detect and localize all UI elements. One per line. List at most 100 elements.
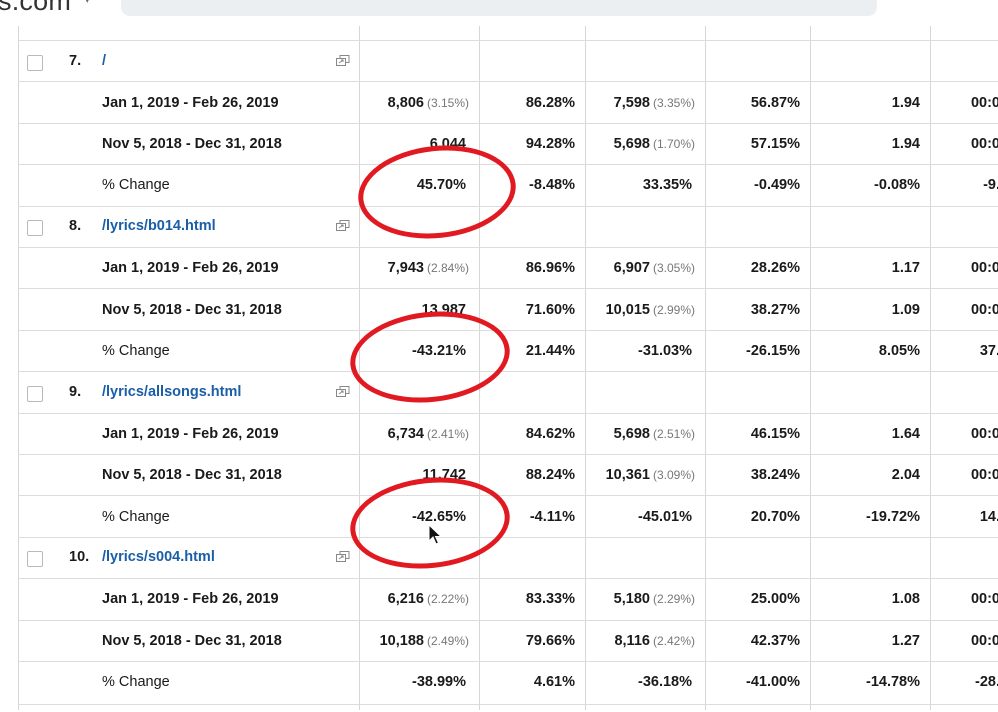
- checkbox-icon[interactable]: [27, 220, 43, 237]
- cell-value: 84.62%: [525, 425, 575, 442]
- row-label: % Change: [102, 177, 170, 194]
- rate-cell: 21.44%: [479, 331, 585, 371]
- cell-value: 20.70%: [750, 508, 800, 525]
- cell-value: 4.61%: [533, 674, 575, 691]
- duration-cell: 14.: [930, 496, 998, 536]
- pages-cell: -19.72%: [810, 496, 930, 536]
- pages-cell: 1.27: [810, 621, 930, 661]
- cell-share: (3.09%): [652, 468, 695, 483]
- rate-cell: 79.66%: [479, 621, 585, 661]
- rate-cell: 88.24%: [479, 455, 585, 495]
- search-bar[interactable]: [121, 0, 877, 16]
- pages-cell: 1.94: [810, 82, 930, 122]
- percent-cell: 28.26%: [705, 248, 810, 288]
- chevron-down-icon[interactable]: ▾: [84, 0, 91, 7]
- page-path-link[interactable]: /lyrics/b014.html: [102, 218, 216, 235]
- cell-value: 00:0: [970, 467, 998, 484]
- cell-value: -0.49%: [754, 177, 800, 194]
- cell-value: -28.: [975, 674, 998, 691]
- open-in-new-icon[interactable]: [336, 220, 350, 232]
- cell-value: 1.64: [891, 425, 920, 442]
- open-in-new-icon[interactable]: [336, 551, 350, 563]
- cell-value: 1.27: [891, 632, 920, 649]
- cell-share: (3.15%): [426, 95, 469, 110]
- cell-share: (2.99%): [652, 302, 695, 317]
- cell-value: 86.96%: [525, 260, 575, 277]
- cell-value: 00:0: [970, 94, 998, 111]
- cell-value: 8,116: [614, 632, 650, 649]
- cell-value: 28.26%: [750, 260, 800, 277]
- users-cell: 5,180 (2.29%): [585, 579, 705, 619]
- cell-value: -14.78%: [865, 674, 920, 691]
- cell-share: (2.41%): [426, 426, 469, 441]
- checkbox-icon[interactable]: [27, 385, 43, 402]
- open-in-new-icon[interactable]: [336, 385, 350, 398]
- cell-value: -42.65%: [411, 508, 466, 525]
- duration-cell: 00:0: [930, 124, 998, 164]
- pages-cell: -14.78%: [810, 662, 930, 702]
- cell-value: 13,987: [421, 301, 466, 318]
- cell-value: 21.44%: [525, 342, 575, 359]
- rate-cell: 71.60%: [479, 289, 585, 329]
- cell-value: 6,907: [613, 260, 650, 277]
- cell-value: 1.09: [891, 301, 920, 318]
- sessions-cell: 6,044: [359, 124, 479, 164]
- cell-value: 00:0: [970, 260, 998, 277]
- row-number: 8.: [69, 218, 82, 235]
- percent-cell: 57.15%: [705, 124, 810, 164]
- cell-value: -8.48%: [529, 177, 575, 194]
- percent-cell: 38.24%: [705, 455, 810, 495]
- sessions-cell: 13,987: [359, 289, 479, 329]
- duration-cell: 00:0: [930, 414, 998, 454]
- row-label: Jan 1, 2019 - Feb 26, 2019: [102, 260, 279, 277]
- duration-cell: 00:0: [930, 455, 998, 495]
- page-path-link[interactable]: /lyrics/allsongs.html: [102, 383, 242, 400]
- duration-cell: 00:0: [930, 82, 998, 122]
- analytics-comparison-table: 7. / Jan 1, 2019 - Feb 26, 2019 8,806 (3.15%…: [18, 26, 998, 710]
- percent-cell: 56.87%: [705, 82, 810, 122]
- rate-cell: 4.61%: [479, 662, 585, 702]
- duration-cell: 00:0: [930, 621, 998, 661]
- row-number: 10.: [69, 549, 90, 566]
- rate-cell: 83.33%: [479, 579, 585, 619]
- page-path-link[interactable]: /lyrics/s004.html: [102, 549, 215, 566]
- users-cell: 7,598 (3.35%): [585, 82, 705, 122]
- cell-value: 57.15%: [750, 135, 800, 152]
- cell-value: 5,698: [613, 135, 650, 152]
- cell-value: 1.94: [891, 135, 920, 152]
- users-cell: -45.01%: [585, 496, 705, 536]
- page-row: 8. /lyrics/b014.html: [18, 205, 998, 247]
- checkbox-icon[interactable]: [27, 551, 43, 568]
- pages-cell: 1.94: [810, 124, 930, 164]
- cell-value: 7,598: [613, 94, 650, 111]
- row-label: Nov 5, 2018 - Dec 31, 2018: [102, 632, 282, 649]
- open-in-new-icon[interactable]: [336, 54, 350, 67]
- rate-cell: 86.28%: [479, 82, 585, 122]
- cell-value: 1.94: [891, 94, 920, 111]
- cell-share: (1.70%): [652, 136, 695, 151]
- cell-value: 5,698: [613, 425, 650, 442]
- cell-value: 1.08: [891, 591, 920, 608]
- users-cell: -31.03%: [585, 331, 705, 371]
- pages-cell: 1.09: [810, 289, 930, 329]
- cell-value: 86.28%: [525, 94, 575, 111]
- cell-share: (2.49%): [426, 633, 469, 648]
- row-number: 9.: [69, 383, 82, 400]
- cell-value: -45.01%: [637, 508, 692, 525]
- users-cell: 8,116 (2.42%): [585, 621, 705, 661]
- cell-value: 94.28%: [525, 135, 575, 152]
- date-range-row: Jan 1, 2019 - Feb 26, 2019 8,806 (3.15%) 86…: [18, 81, 998, 122]
- col-divider: [705, 26, 706, 710]
- site-url-fragment[interactable]: s.com: [0, 0, 72, 16]
- cell-share: (2.22%): [426, 592, 469, 607]
- row-label: Jan 1, 2019 - Feb 26, 2019: [102, 425, 279, 442]
- checkbox-icon[interactable]: [27, 54, 43, 71]
- rate-cell: 84.62%: [479, 414, 585, 454]
- cell-value: 6,216: [387, 591, 424, 608]
- col-divider: [359, 26, 360, 710]
- page-path-link[interactable]: /: [102, 52, 107, 69]
- cell-value: 2.04: [891, 467, 920, 484]
- rate-cell: -8.48%: [479, 165, 585, 205]
- cell-value: 71.60%: [525, 301, 575, 318]
- pages-cell: 1.64: [810, 414, 930, 454]
